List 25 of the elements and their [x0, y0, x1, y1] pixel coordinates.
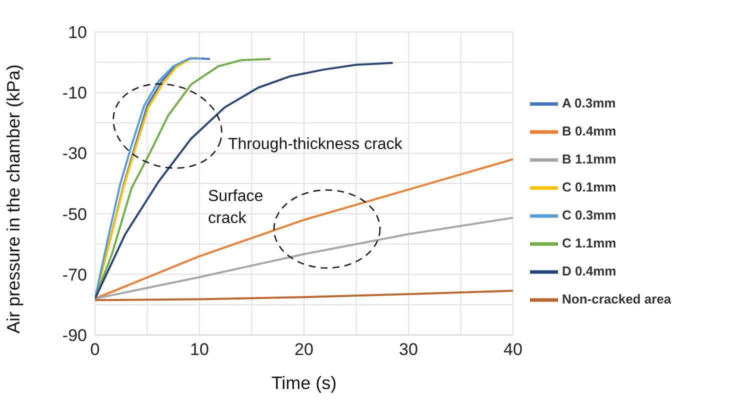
annotation: Surface crack [208, 187, 264, 229]
legend-label: C 0.3mm [562, 206, 616, 222]
x-tick-label: 30 [399, 340, 418, 360]
legend-label: D 0.4mm [562, 262, 616, 278]
legend-label: C 1.1mm [562, 234, 616, 250]
y-tick-label: -50 [62, 204, 87, 224]
x-tick-label: 0 [90, 340, 100, 360]
y-tick-label: 10 [68, 23, 87, 42]
x-tick-label: 20 [294, 340, 314, 360]
y-tick-label: -90 [62, 326, 87, 346]
x-axis-title: Time (s) [271, 373, 337, 393]
legend-label: B 0.4mm [562, 122, 616, 138]
legend-label: B 1.1mm [562, 150, 616, 166]
legend-label: Non-cracked area [562, 290, 672, 306]
legend-label: C 0.1mm [562, 178, 616, 194]
y-axis-title: Air pressure in the chamber (kPa) [3, 64, 24, 334]
line-series [95, 158, 513, 300]
line-series [95, 290, 513, 302]
y-tick-label: -10 [62, 84, 87, 103]
y-tick-label: -30 [62, 144, 87, 164]
annotation: Through-thickness crack [228, 135, 402, 155]
x-tick-label: 10 [190, 340, 209, 360]
x-tick-label: 40 [504, 340, 522, 360]
y-tick-label: -70 [62, 265, 87, 284]
legend-label: A 0.3mm [562, 94, 616, 110]
